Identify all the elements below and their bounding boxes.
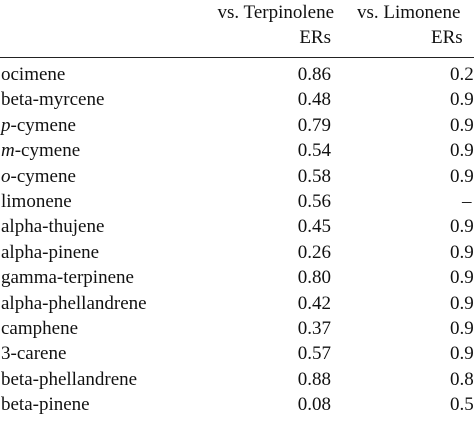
header-rule: [0, 57, 474, 58]
table-row: 3-carene 0.57 0.97: [0, 341, 474, 366]
terpinolene-er-value: 0.80: [297, 267, 331, 289]
compound-name-text: ocimene: [1, 64, 66, 85]
table-row: camphene 0.37 0.92: [0, 316, 474, 341]
limonene-er-value: 0.59: [450, 394, 474, 416]
table-row: beta-myrcene 0.48 0.98: [0, 87, 474, 112]
compound-name: m-cymene: [1, 138, 80, 163]
compound-name: alpha-phellandrene: [1, 291, 147, 316]
terpinolene-er-value: 0.45: [297, 216, 331, 238]
header-limonene-ers: ERs: [431, 27, 463, 48]
terpinolene-er-value: 0.08: [297, 394, 331, 416]
compound-name: gamma-terpinene: [1, 265, 134, 290]
limonene-er-value: 0.99: [450, 140, 474, 162]
table-row: beta-pinene 0.08 0.59: [0, 392, 474, 417]
compound-name: beta-pinene: [1, 392, 90, 417]
header-limonene: vs. Limonene: [357, 2, 461, 23]
compound-name-text: camphene: [1, 317, 79, 339]
limonene-er-value: 0.92: [450, 317, 474, 339]
limonene-er-value: 0.93: [450, 267, 474, 289]
table-row: gamma-terpinene 0.80 0.93: [0, 265, 474, 290]
compound-name-text: beta-pinene: [1, 394, 90, 416]
compound-name-text: limonene: [1, 190, 72, 212]
compound-name-text: beta-myrcene: [1, 89, 105, 111]
compound-name-text: alpha-thujene: [1, 216, 105, 238]
compound-name: limonene: [1, 189, 72, 214]
table-row: limonene 0.56 –: [0, 189, 474, 214]
terpinolene-er-value: 0.26: [297, 241, 331, 263]
terpinolene-er-value: 0.56: [297, 190, 331, 212]
table-row: alpha-thujene 0.45 0.98: [0, 214, 474, 239]
terpinolene-er-value: 0.58: [297, 165, 331, 187]
header-terpinolene: vs. Terpinolene: [217, 2, 334, 23]
limonene-er-value: –: [462, 190, 472, 212]
table-row: ocimene 0.86 0.26: [0, 62, 474, 87]
table-body: ocimene0.860.26beta-myrcene0.480.98p-cym…: [0, 62, 474, 417]
compound-name-text: -cymene: [10, 114, 76, 136]
limonene-er-value: 0.26: [450, 64, 474, 85]
limonene-er-value: 0.97: [450, 343, 474, 365]
compound-name: ocimene: [1, 62, 65, 87]
header-terpinolene-ers: ERs: [299, 27, 331, 48]
limonene-er-value: 0.93: [450, 114, 474, 136]
terpinolene-er-value: 0.48: [297, 89, 331, 111]
terpinolene-er-value: 0.57: [297, 343, 331, 365]
terpinolene-er-value: 0.42: [297, 292, 331, 314]
compound-name: alpha-thujene: [1, 214, 104, 239]
compound-name-text: 3-carene: [1, 343, 67, 365]
compound-name: 3-carene: [1, 341, 66, 366]
limonene-er-value: 0.83: [450, 368, 474, 390]
compound-name: p-cymene: [1, 113, 76, 138]
terpinolene-er-value: 0.37: [297, 317, 331, 339]
limonene-er-value: 0.98: [450, 165, 474, 187]
table-row: m-cymene 0.54 0.99: [0, 138, 474, 163]
terpinolene-er-value: 0.79: [297, 114, 331, 136]
compound-name: beta-myrcene: [1, 87, 104, 112]
compound-name-text: gamma-terpinene: [1, 267, 134, 289]
limonene-er-value: 0.98: [450, 89, 474, 111]
compound-name-text: -cymene: [10, 165, 76, 187]
compound-prefix: p: [1, 114, 11, 136]
terpinolene-er-value: 0.54: [297, 140, 331, 162]
terpinolene-er-value: 0.86: [297, 64, 331, 85]
table-row: p-cymene 0.79 0.93: [0, 113, 474, 138]
table-row: beta-phellandrene 0.88 0.83: [0, 367, 474, 392]
table-row: alpha-phellandrene 0.42 0.98: [0, 291, 474, 316]
compound-name: camphene: [1, 316, 78, 341]
table-row: o-cymene 0.58 0.98: [0, 164, 474, 189]
compound-prefix: o: [1, 165, 11, 187]
compound-name-text: beta-phellandrene: [1, 368, 138, 390]
table-row: alpha-pinene 0.26 0.90: [0, 240, 474, 265]
compound-name: o-cymene: [1, 164, 76, 189]
compound-name-text: alpha-pinene: [1, 241, 100, 263]
limonene-er-value: 0.98: [450, 292, 474, 314]
limonene-er-value: 0.98: [450, 216, 474, 238]
terpinolene-er-value: 0.88: [297, 368, 331, 390]
compound-name: beta-phellandrene: [1, 367, 137, 392]
limonene-er-value: 0.90: [450, 241, 474, 263]
compound-name: alpha-pinene: [1, 240, 99, 265]
compound-prefix: m: [1, 140, 15, 162]
compound-name-text: -cymene: [14, 140, 81, 162]
compound-name-text: alpha-phellandrene: [1, 292, 147, 314]
